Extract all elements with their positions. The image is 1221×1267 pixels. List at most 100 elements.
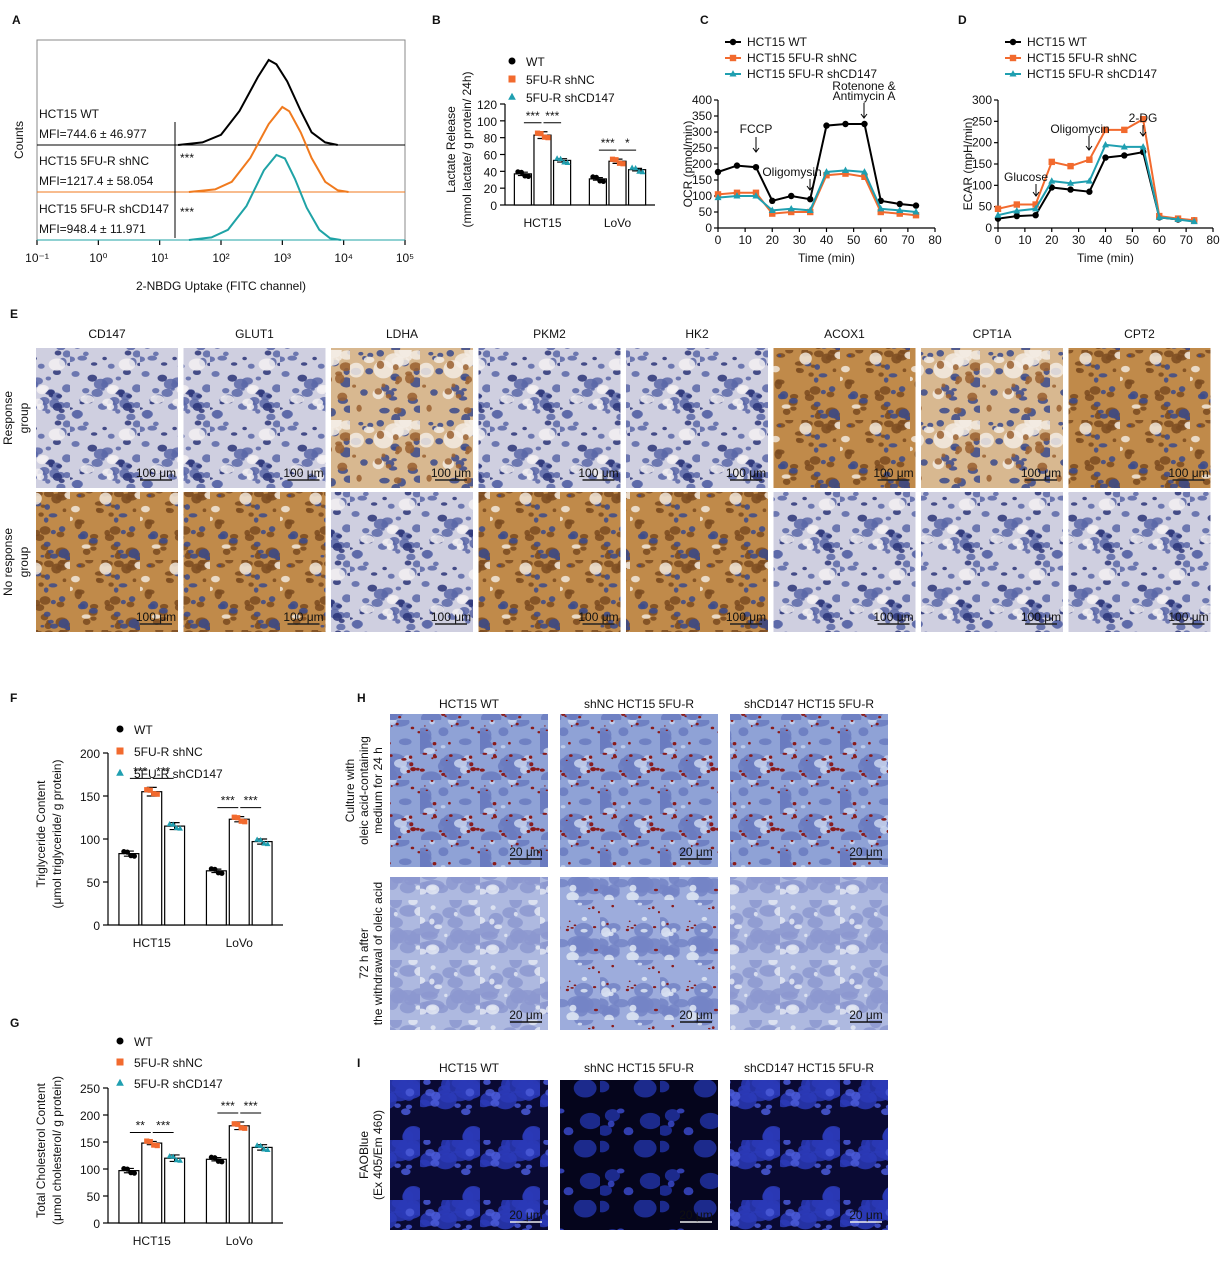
marker [257,1142,264,1148]
marker [257,836,264,843]
column-label: CPT1A [973,327,1012,341]
marker [639,169,646,175]
x-tick-label: 40 [820,233,834,247]
marker [231,1121,237,1127]
micrograph [183,492,326,632]
x-tick-label: 10⁰ [89,251,107,265]
legend-label: 5FU-R shNC [134,745,203,759]
marker [787,204,795,212]
y-tick-label: 40 [484,165,498,179]
annotation: Oligomysin [762,165,821,179]
annotation-arrow [1032,184,1040,197]
micrograph [773,492,916,632]
marker [116,725,124,733]
bar [228,1125,250,1224]
marker [116,1078,124,1086]
significance: *** [221,794,235,808]
marker [994,205,1002,212]
micrograph [730,1080,888,1230]
marker [116,768,124,776]
marker [564,159,571,165]
marker [593,174,599,181]
y-axis-label: Counts [12,121,26,159]
y-axis-label: (μmol triglyceride/ g protein) [50,760,64,909]
marker [861,120,868,128]
scale-bar-label: 100 μm [726,466,766,480]
marker [1048,158,1055,166]
series-label: MFI=1217.4 ± 58.054 [39,174,154,188]
marker [525,173,531,179]
annotation-arrow [1139,125,1147,137]
marker [1121,126,1128,134]
panel-label: G [10,1016,19,1030]
y-axis-label: Total Cholesterol Content [34,1082,48,1217]
marker [1013,207,1021,214]
micrograph [183,348,326,488]
marker [534,130,541,136]
marker [116,1037,124,1045]
marker [842,120,849,128]
marker [1009,54,1017,62]
scale-bar-label: 20 μm [849,845,883,859]
column-label: PKM2 [533,327,566,341]
y-tick-label: 50 [87,1190,101,1204]
scale-bar-label: 20 μm [679,1208,713,1222]
marker [131,1170,137,1176]
legend-label: WT [134,723,153,737]
marker [1013,201,1021,208]
marker [912,202,920,209]
y-tick-label: 400 [692,93,712,107]
y-tick-label: 200 [692,157,712,171]
marker [166,820,173,827]
x-tick-label: LoVo [604,216,632,230]
marker [842,170,849,177]
legend-label: WT [526,55,545,69]
row-label: FAOBlue [357,1131,371,1179]
column-label: shCD147 HCT15 5FU-R [744,1061,874,1075]
row-label: medium for 24 h [371,747,385,834]
marker [144,787,150,793]
row-label: group [17,546,31,577]
marker [1190,217,1198,225]
marker [170,821,176,827]
marker [1120,143,1128,150]
annotation: FCCP [740,122,773,136]
marker [116,1058,124,1066]
micrograph [1068,492,1211,632]
scale-bar-label: 100 μm [136,466,176,480]
bar [205,870,227,926]
marker [714,193,722,201]
legend-label: 5FU-R shCD147 [134,1077,223,1091]
legend-label: 5FU-R shCD147 [134,767,223,781]
marker [177,1157,183,1163]
panel-label: B [432,13,441,27]
significance: *** [545,109,559,123]
x-tick-label: 10 [1018,233,1032,247]
y-tick-label: 150 [972,157,992,171]
marker [242,1125,248,1131]
marker [877,197,884,204]
marker [1067,162,1074,170]
y-tick-label: 100 [80,1163,100,1177]
marker [620,161,626,167]
scale-bar-label: 20 μm [849,1208,883,1222]
marker [508,92,516,100]
marker [1139,143,1147,150]
marker [896,210,903,217]
y-tick-label: 0 [705,221,712,235]
y-axis-label: ECAR (mpH/min) [961,118,975,211]
legend-label: HCT15 WT [747,35,808,49]
marker [788,192,795,200]
micrograph [560,1080,718,1230]
scale-bar-label: 100 μm [873,466,913,480]
marker [1032,204,1040,212]
bar [164,825,186,926]
panel-label: A [12,13,21,27]
scale-bar-label: 100 μm [283,610,323,624]
legend-label: 5FU-R shNC [134,1056,203,1070]
y-tick-label: 250 [80,1082,100,1096]
marker [235,815,241,821]
bar [251,840,273,926]
bar [164,1157,186,1224]
column-label: shNC HCT15 5FU-R [584,697,694,711]
